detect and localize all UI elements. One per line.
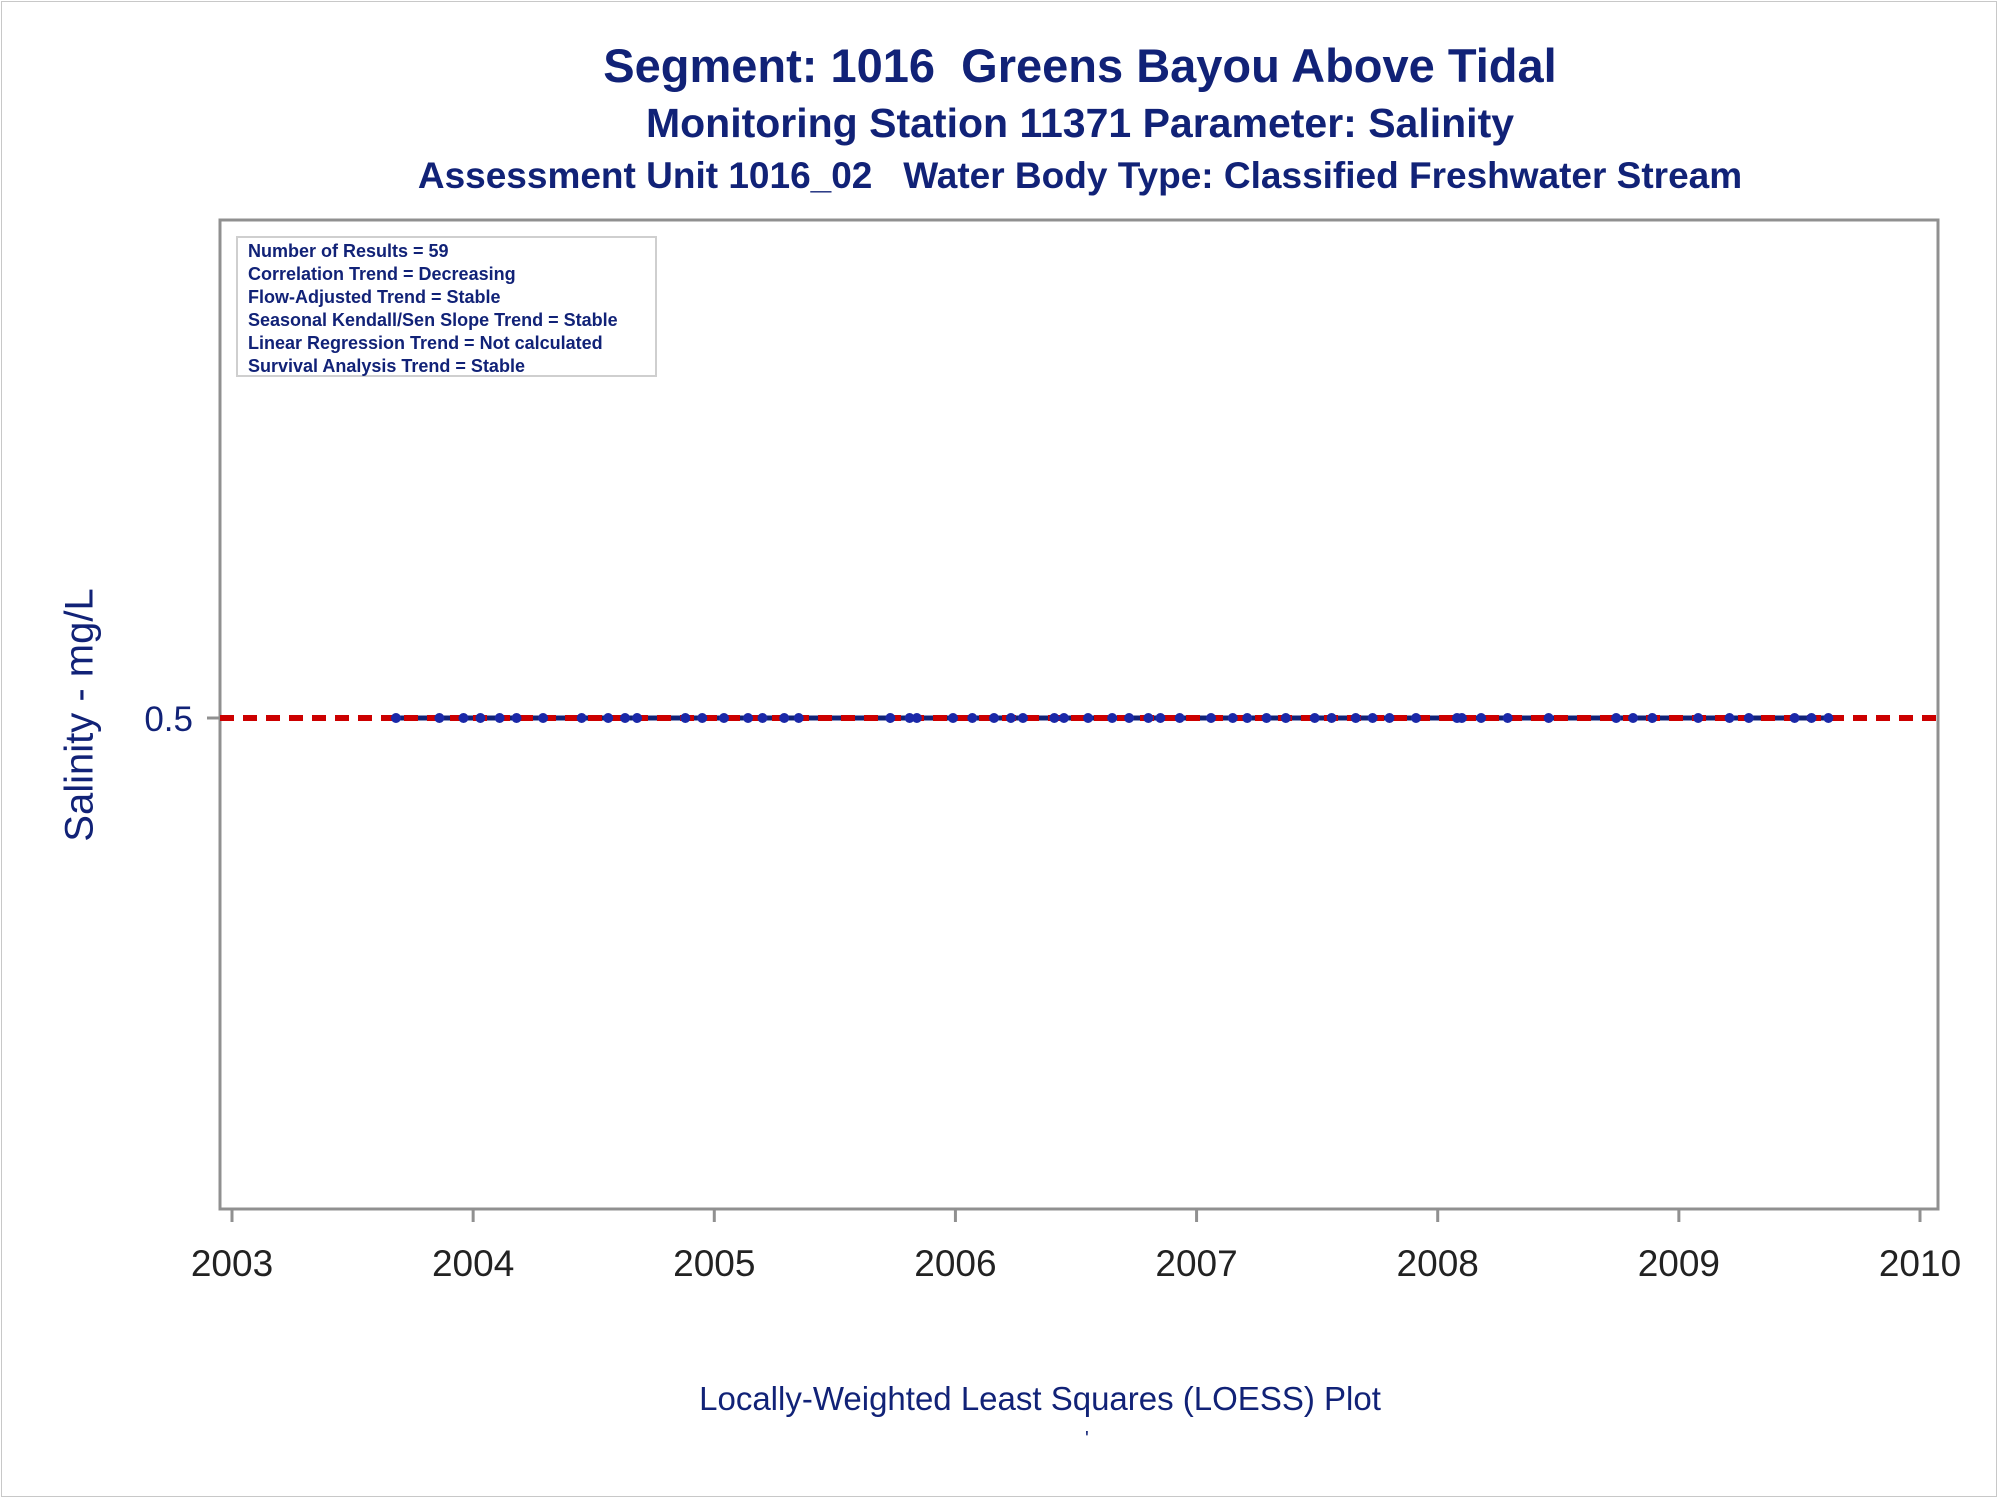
data-point	[793, 713, 804, 723]
x-tick-label: 2008	[1397, 1243, 1479, 1284]
data-point	[1367, 713, 1378, 723]
x-tick-label: 2004	[432, 1243, 514, 1284]
x-tick-label: 2006	[914, 1243, 996, 1284]
stats-line: Number of Results = 59	[248, 241, 449, 261]
data-point	[1384, 713, 1395, 723]
data-point	[697, 713, 708, 723]
data-point	[1143, 713, 1154, 723]
data-point	[1502, 713, 1513, 723]
data-point	[1309, 713, 1320, 723]
data-point	[885, 713, 896, 723]
data-point	[948, 713, 959, 723]
data-point	[1724, 713, 1735, 723]
data-point	[1261, 713, 1272, 723]
data-point	[390, 713, 401, 723]
data-point	[1017, 713, 1028, 723]
x-tick-label: 2003	[191, 1243, 273, 1284]
data-point	[1789, 713, 1800, 723]
data-point	[904, 713, 915, 723]
footnote-mark: '	[1085, 1428, 1089, 1450]
data-point	[458, 713, 469, 723]
data-point	[1350, 713, 1361, 723]
data-point	[1743, 713, 1754, 723]
data-point	[1693, 713, 1704, 723]
chart-footnote: Locally-Weighted Least Squares (LOESS) P…	[699, 1380, 1381, 1417]
stats-box: Number of Results = 59 Correlation Trend…	[236, 236, 657, 377]
data-point	[779, 713, 790, 723]
data-point	[434, 713, 445, 723]
x-tick-label: 2005	[673, 1243, 755, 1284]
chart-title: Segment: 1016 Greens Bayou Above Tidal	[603, 39, 1557, 92]
data-point	[911, 713, 922, 723]
data-point	[1155, 713, 1166, 723]
data-point	[989, 713, 1000, 723]
data-point	[603, 713, 614, 723]
stats-line: Correlation Trend = Decreasing	[248, 264, 516, 284]
data-point	[1806, 713, 1817, 723]
stats-line: Flow-Adjusted Trend = Stable	[248, 287, 501, 307]
plot-area-frame	[218, 218, 1940, 1211]
data-point	[1647, 713, 1658, 723]
data-point	[1005, 713, 1016, 723]
data-point	[1242, 713, 1253, 723]
data-point	[1124, 713, 1135, 723]
data-point	[967, 713, 978, 723]
stats-line: Linear Regression Trend = Not calculated	[248, 333, 603, 353]
data-point	[632, 713, 643, 723]
data-point	[620, 713, 631, 723]
data-point	[538, 713, 549, 723]
data-point	[1543, 713, 1554, 723]
data-point	[1456, 713, 1467, 723]
data-point	[1083, 713, 1094, 723]
data-point	[511, 713, 522, 723]
data-point	[1058, 713, 1069, 723]
data-point	[1049, 713, 1060, 723]
data-point	[1227, 713, 1238, 723]
x-tick-label: 2007	[1155, 1243, 1237, 1284]
chart-subtitle: Monitoring Station 11371 Parameter: Sali…	[645, 100, 1515, 146]
data-point	[1206, 713, 1217, 723]
data-point	[494, 713, 505, 723]
data-point	[757, 713, 768, 723]
data-point	[680, 713, 691, 723]
data-point	[1107, 713, 1118, 723]
data-point	[1628, 713, 1639, 723]
data-point	[1280, 713, 1291, 723]
y-tick-label: 0.5	[144, 700, 193, 739]
data-point	[743, 713, 754, 723]
data-point	[1174, 713, 1185, 723]
x-tick-label: 2009	[1638, 1243, 1720, 1284]
data-point	[1611, 713, 1622, 723]
data-point	[1326, 713, 1337, 723]
data-point	[1411, 713, 1422, 723]
data-point	[1823, 713, 1834, 723]
stats-line: Seasonal Kendall/Sen Slope Trend = Stabl…	[248, 310, 618, 330]
stats-line: Survival Analysis Trend = Stable	[248, 356, 525, 376]
data-point	[1476, 713, 1487, 723]
data-point	[576, 713, 587, 723]
data-point	[718, 713, 729, 723]
chart-subtitle-2: Assessment Unit 1016_02 Water Body Type:…	[417, 155, 1743, 196]
x-tick-label: 2010	[1879, 1243, 1961, 1284]
data-point	[475, 713, 486, 723]
